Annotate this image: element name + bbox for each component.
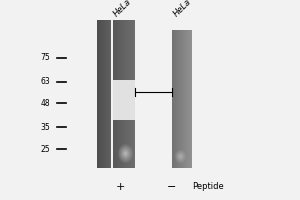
Text: 75: 75 — [40, 53, 50, 62]
Text: 63: 63 — [40, 77, 50, 86]
Text: HeLa: HeLa — [112, 0, 133, 18]
Text: HeLa: HeLa — [172, 0, 193, 18]
Text: 25: 25 — [40, 144, 50, 154]
Text: −: − — [167, 182, 177, 192]
Text: 48: 48 — [40, 98, 50, 108]
Text: +: + — [115, 182, 125, 192]
Text: Peptide: Peptide — [192, 182, 224, 191]
Text: 35: 35 — [40, 122, 50, 132]
